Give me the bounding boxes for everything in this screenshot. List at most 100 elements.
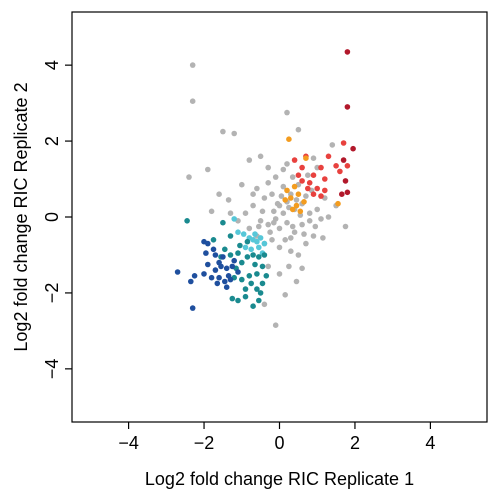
data-point-grey-57 [286,263,292,270]
data-point-dark_blue-22 [222,278,228,285]
data-point-dark_blue-15 [223,284,230,291]
data-point-dark_red-6 [344,189,351,196]
data-point-dark_blue-5 [220,254,226,260]
data-point-red-7 [333,163,339,169]
data-point-orange-4 [284,187,290,194]
data-point-teal-12 [246,273,253,279]
data-point-grey-78 [255,223,262,230]
data-point-teal-8 [250,252,256,258]
y-tick-label: 4 [42,60,62,70]
y-tick-label: −2 [42,283,62,304]
data-point-grey-69 [288,235,294,241]
data-point-grey-3 [231,130,237,137]
data-point-dark_blue-10 [205,261,211,268]
data-point-grey-72 [259,208,266,215]
data-point-grey-80 [274,200,281,207]
data-point-light_blue-7 [235,229,241,235]
data-point-orange-8 [297,208,304,215]
data-point-grey-2 [220,128,226,135]
data-point-grey-54 [242,210,249,216]
data-point-light_blue-6 [261,240,268,247]
data-point-red-3 [310,172,317,178]
data-point-grey-37 [306,218,313,224]
data-point-dark_red-2 [350,145,356,152]
data-point-teal-19 [229,295,236,302]
data-point-grey-45 [288,248,294,254]
data-point-orange-0 [286,136,292,142]
data-point-dark_blue-12 [191,273,198,279]
data-point-grey-81 [301,231,307,237]
data-point-grey-10 [265,164,272,171]
data-point-grey-46 [295,252,302,258]
data-point-dark_red-5 [339,191,345,197]
data-point-red-17 [295,172,302,178]
data-point-grey-12 [216,191,222,197]
data-point-orange-7 [289,206,296,213]
data-point-light_blue-12 [252,231,258,237]
data-point-light_blue-9 [248,246,254,253]
data-point-red-8 [340,140,347,146]
data-point-grey-74 [282,237,289,243]
data-point-light_blue-0 [231,216,237,222]
data-point-grey-7 [295,126,302,133]
data-point-grey-9 [246,157,253,163]
data-point-dark_blue-17 [188,278,194,285]
data-point-dark_red-4 [342,178,349,184]
data-point-teal-25 [244,238,251,245]
data-point-grey-17 [284,161,290,167]
data-point-teal-15 [242,286,249,292]
data-point-teal-2 [210,237,217,243]
data-point-dark_blue-0 [174,269,181,275]
data-point-teal-6 [239,259,245,266]
data-point-red-11 [306,180,313,186]
data-point-teal-7 [244,254,251,260]
data-point-grey-47 [303,240,309,247]
data-point-light_blue-5 [257,235,264,241]
data-point-light_blue-8 [242,244,249,251]
y-tick-label: −4 [42,359,62,380]
data-point-grey-5 [205,166,211,173]
data-point-red-13 [322,187,328,194]
data-point-dark_blue-21 [210,246,217,253]
data-point-orange-11 [291,183,298,190]
data-point-dark_red-0 [344,49,351,55]
data-point-grey-56 [250,191,256,197]
data-point-grey-40 [246,225,253,232]
data-point-grey-6 [284,109,290,116]
data-point-teal-24 [227,233,234,239]
data-point-grey-59 [276,271,283,277]
data-point-grey-34 [284,219,290,226]
data-point-red-14 [299,178,305,184]
data-point-teal-4 [227,252,234,258]
x-axis-label: Log2 fold change RIC Replicate 1 [145,469,414,489]
data-point-grey-73 [267,229,273,235]
data-point-teal-17 [259,280,266,287]
data-point-dark_blue-13 [216,274,222,281]
x-tick-label: −4 [118,433,139,453]
data-point-red-15 [310,191,317,197]
data-point-grey-20 [269,191,275,197]
data-point-red-4 [318,164,324,171]
data-point-orange-3 [288,195,294,201]
data-point-teal-3 [222,246,228,253]
data-point-dark_blue-16 [227,276,234,283]
data-point-teal-11 [254,271,260,277]
data-point-teal-22 [250,303,256,310]
data-point-light_blue-10 [255,244,262,251]
data-point-dark_blue-14 [208,274,215,281]
data-point-red-10 [344,163,351,169]
data-point-red-0 [291,157,298,163]
data-point-orange-10 [282,197,289,203]
y-axis: −4 −2 0 2 4 [42,60,72,379]
data-point-orange-1 [303,155,309,161]
data-point-teal-9 [255,254,262,260]
data-point-dark_blue-3 [212,252,219,258]
data-point-grey-0 [189,62,196,68]
data-point-teal-29 [255,297,262,304]
y-axis-label: Log2 fold change RIC Replicate 2 [11,82,31,351]
data-point-red-9 [337,168,343,175]
data-point-grey-13 [225,197,232,203]
x-tick-label: 4 [425,433,435,453]
data-point-grey-16 [272,174,279,180]
